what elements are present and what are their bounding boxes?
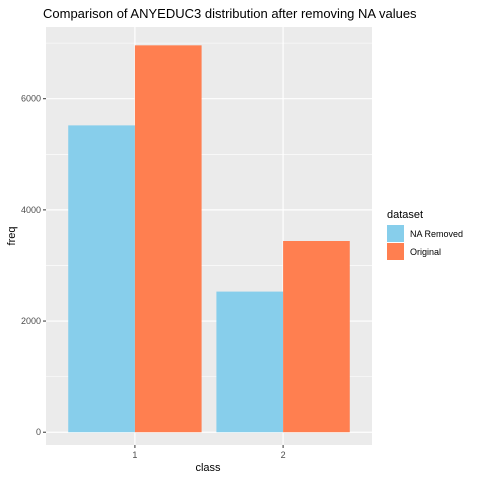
bars bbox=[68, 45, 350, 433]
y-tick-label: 6000 bbox=[21, 94, 41, 104]
bar bbox=[68, 125, 135, 433]
bar bbox=[216, 291, 284, 433]
x-axis-title: class bbox=[195, 462, 221, 474]
x-tick-label: 1 bbox=[132, 450, 137, 460]
bar bbox=[283, 241, 350, 433]
bar bbox=[134, 45, 202, 433]
legend-key bbox=[387, 225, 404, 242]
y-axis-title: freq bbox=[6, 227, 18, 246]
y-tick-label: 2000 bbox=[21, 316, 41, 326]
legend-label: Original bbox=[410, 247, 441, 257]
legend: dataset NA Removed Original bbox=[387, 209, 463, 260]
chart-title: Comparison of ANYEDUC3 distribution afte… bbox=[43, 6, 417, 21]
legend-key bbox=[387, 243, 404, 260]
y-tick-label: 4000 bbox=[21, 205, 41, 215]
legend-label: NA Removed bbox=[410, 229, 463, 239]
y-axis: 0 2000 4000 6000 bbox=[21, 94, 46, 437]
y-tick-label: 0 bbox=[36, 427, 41, 437]
x-tick-label: 2 bbox=[281, 450, 286, 460]
legend-title: dataset bbox=[387, 209, 423, 221]
